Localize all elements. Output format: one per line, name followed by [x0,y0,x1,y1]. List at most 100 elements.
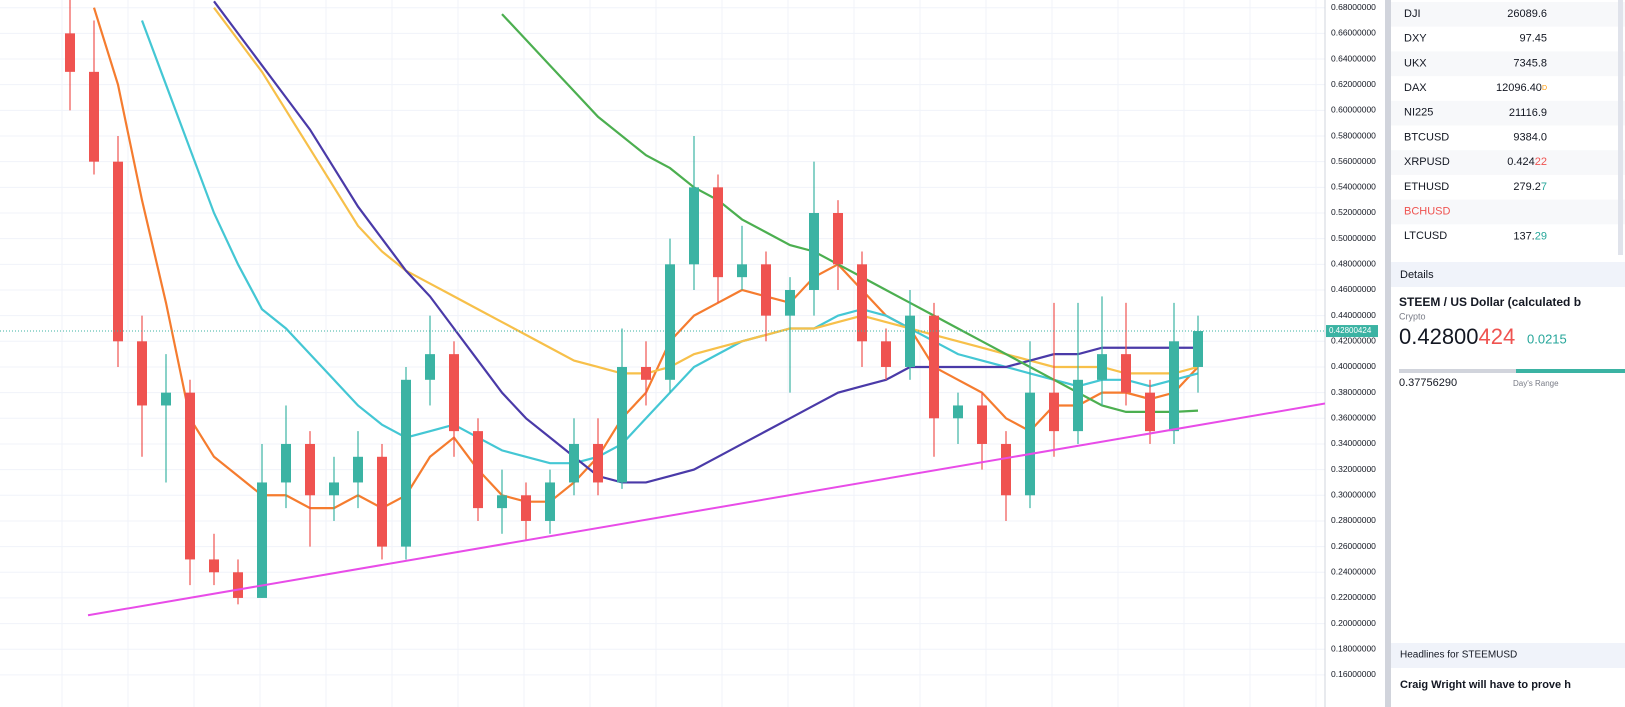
y-tick-label: 0.40000000 [1331,361,1376,371]
chart-area [0,0,1325,707]
watchlist-row-bg [1391,2,1625,27]
candle-body [665,264,675,380]
value-part: 137. [1513,230,1534,242]
headlines-header-bar [1391,643,1625,668]
y-tick-label: 0.64000000 [1331,53,1376,63]
candle-body [833,212,843,265]
y-tick-label: 0.18000000 [1331,644,1376,654]
candle-body [617,366,627,483]
watchlist-symbol: XRPUSD [1404,156,1450,168]
candle-body [857,264,867,342]
watchlist-symbol: BTCUSD [1404,131,1449,143]
candle-body [737,264,747,278]
last-price-label: 0.42800424 [1329,326,1372,335]
watchlist-symbol: UKX [1404,57,1427,69]
value-part: 7 [1541,181,1547,193]
candle-body [1145,392,1155,432]
y-tick-label: 0.36000000 [1331,413,1376,423]
plot [65,0,1325,617]
price-part: 0.42800 [1399,324,1479,349]
candle-body [305,443,315,496]
y-tick-label: 0.20000000 [1331,618,1376,628]
candle-body [1193,331,1203,367]
y-tick-label: 0.22000000 [1331,592,1376,602]
candle-body [809,212,819,290]
range-bar [1399,369,1516,373]
y-tick-label: 0.58000000 [1331,130,1376,140]
watchlist-value: 26089.6 [1507,8,1547,20]
value-part: 279.2 [1513,181,1541,193]
y-tick-label: 0.54000000 [1331,182,1376,192]
candle-body [401,379,411,547]
watchlist-symbol: ETHUSD [1404,181,1449,193]
value-part: 0.424 [1507,156,1535,168]
watchlist-value: 279.27 [1513,181,1547,193]
candle-body [257,482,267,598]
panel-divider[interactable] [1385,0,1391,707]
watchlist-symbol: DJI [1404,8,1421,20]
range-bar-fill [1516,369,1625,373]
candle-body [281,443,291,483]
y-tick-label: 0.34000000 [1331,438,1376,448]
candle-body [641,366,651,380]
details-header: Details [1400,269,1434,281]
last-price-badge [1326,325,1378,338]
candle-body [593,443,603,483]
price-axis [1325,0,1385,707]
y-tick-label: 0.44000000 [1331,310,1376,320]
y-tick-label: 0.38000000 [1331,387,1376,397]
y-tick-label: 0.68000000 [1331,2,1376,12]
watchlist-value: 137.29 [1513,230,1547,242]
price-change: 0.0215 [1527,331,1567,346]
y-tick-label: 0.42000000 [1331,336,1376,346]
value-part: 21116.9 [1509,107,1547,119]
headline[interactable]: Craig Wright will have to prove h [1400,679,1571,691]
watchlist: DJI 26089.6 DXY 97.45 UKX 7345.8 DAX 12096.40D N… [1391,0,1625,255]
watchlist-symbol: DXY [1404,33,1427,45]
candle-body [1049,392,1059,432]
candle-body [449,354,459,432]
candle-body [521,495,531,521]
value-part: 7345.8 [1513,57,1547,69]
trend-line [87,402,1325,617]
symbol-name: STEEM / US Dollar (calculated b [1399,295,1581,309]
y-tick-label: 0.24000000 [1331,567,1376,577]
candle-body [233,572,243,598]
candle-body [161,392,171,406]
watchlist-row-bg [1391,199,1625,225]
value-part: 22 [1535,156,1547,168]
y-tick-label: 0.32000000 [1331,464,1376,474]
watchlist-scrollbar [1618,0,1623,255]
candle-body [377,456,387,547]
candle-body [1121,354,1131,393]
candle-body [65,33,75,72]
watchlist-value: 9384.0 [1513,131,1547,143]
value-part: 9384.0 [1513,131,1547,143]
value-part: D [1542,85,1547,92]
watchlist-value: 7345.8 [1513,57,1547,69]
y-tick-label: 0.46000000 [1331,284,1376,294]
watchlist-value: 0.42422 [1507,156,1547,168]
day-low: 0.37756290 [1399,377,1457,389]
candle-body [473,431,483,509]
candle-body [1073,379,1083,432]
candle-body [89,71,99,162]
watchlist-symbol: BCHUSD [1404,206,1451,218]
y-tick-label: 0.28000000 [1331,515,1376,525]
candle-body [113,161,123,342]
y-tick-label: 0.16000000 [1331,669,1376,679]
y-tick-label: 0.52000000 [1331,207,1376,217]
candle-body [185,392,195,560]
y-tick-label: 0.60000000 [1331,105,1376,115]
watchlist-symbol: LTCUSD [1404,230,1447,242]
candle-body [497,495,507,509]
watchlist-row-bg [1391,150,1625,175]
value-part: 29 [1535,230,1547,242]
candle-body [1169,341,1179,432]
y-tick-label: 0.50000000 [1331,233,1376,243]
candle-body [209,559,219,573]
moving-average [213,7,1199,375]
candle-body [545,482,555,521]
candle-body [905,315,915,367]
